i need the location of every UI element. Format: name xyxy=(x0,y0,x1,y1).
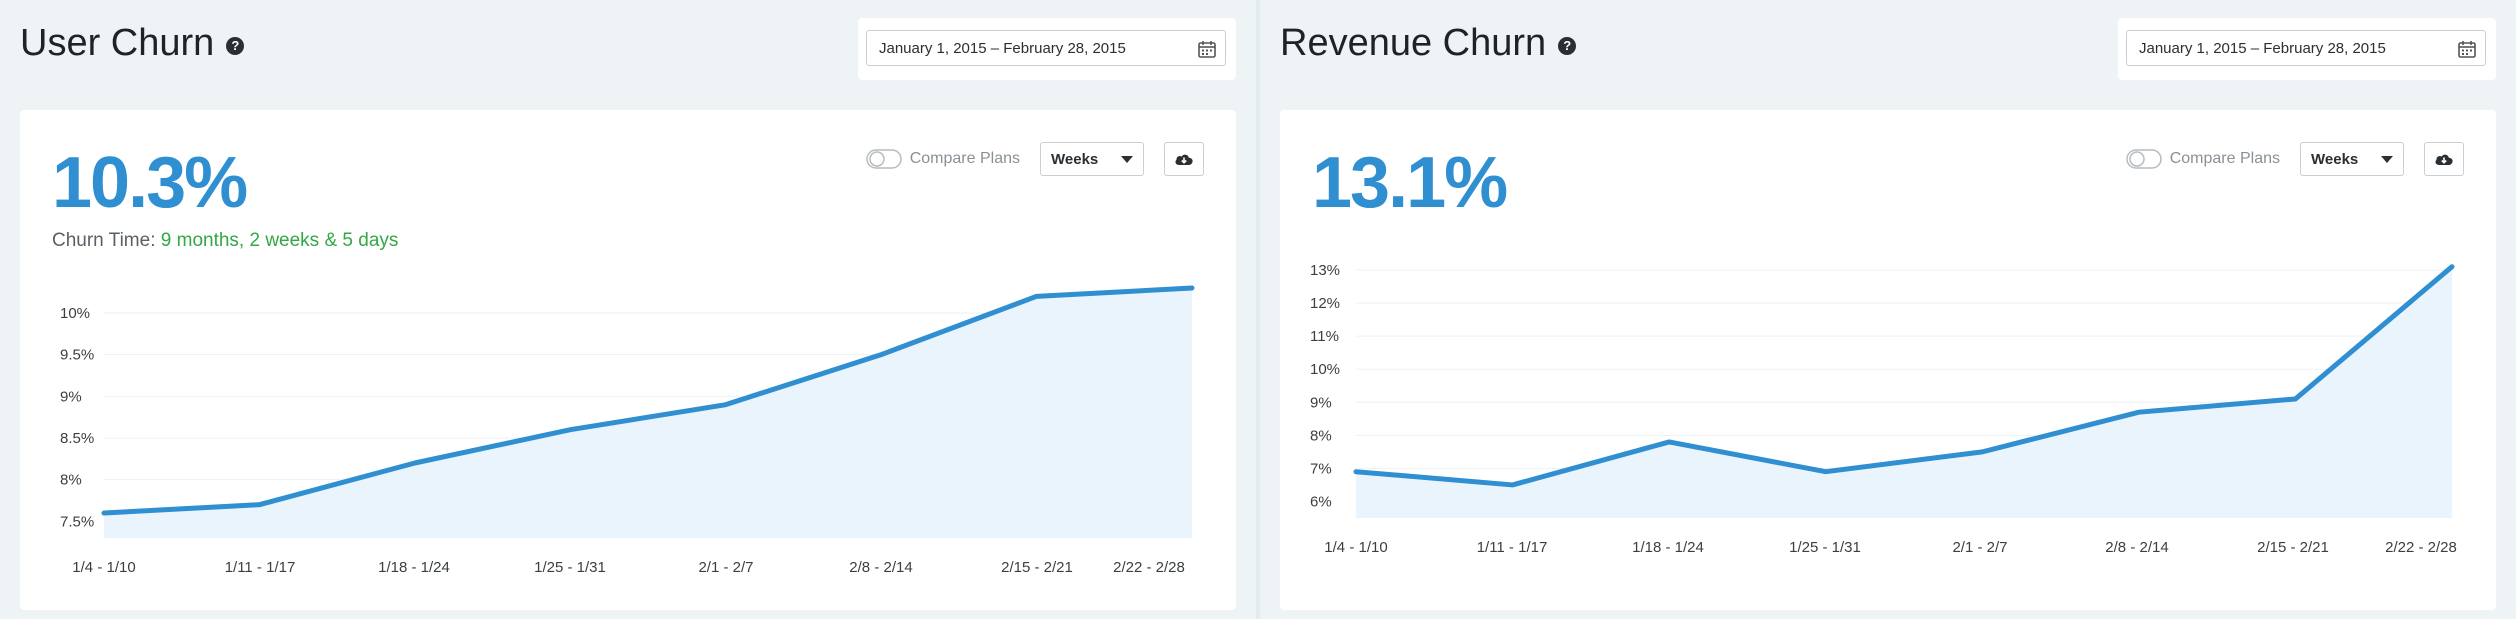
user-churn-value: 10.3% xyxy=(52,143,248,223)
rev-ytick-label: 8% xyxy=(1310,427,1332,444)
user-ytick-label: 8.5% xyxy=(60,430,94,447)
user-xtick-label: 2/1 - 2/7 xyxy=(698,559,753,576)
column-divider xyxy=(1256,0,1260,619)
revenue-period-select[interactable]: Weeks xyxy=(2300,142,2404,176)
revenue-churn-chart: 6% 7% 8% 9% 10% 11% 12% 13% 1/4 - 1/10 1/11 - 1/1… xyxy=(1310,262,2457,556)
churn-time-label: Churn Time: xyxy=(52,230,156,251)
user-ytick-label: 10% xyxy=(60,305,90,322)
user-xtick-label: 2/8 - 2/14 xyxy=(849,559,912,576)
rev-data-point xyxy=(1666,439,1672,445)
user-chart-controls: Compare Plans Weeks xyxy=(865,142,1204,176)
user-churn-card: 7.5% 8% 8.5% 9% 9.5% 10% 1/4 - 1/10 1/11 - 1/17… xyxy=(20,110,1236,610)
help-circle-icon[interactable]: ? xyxy=(226,36,245,55)
revenue-download-button[interactable] xyxy=(2424,142,2464,176)
chevron-down-icon xyxy=(1121,155,1133,163)
rev-series-line xyxy=(1353,264,2455,488)
user-xtick-label: 2/22 - 2/28 xyxy=(1113,559,1185,576)
cloud-download-icon xyxy=(1175,154,1193,165)
user-churn-section: User Churn ? January 1, 2015 – February … xyxy=(0,0,1256,619)
user-compare-plans-label: Compare Plans xyxy=(909,150,1020,167)
calendar-icon[interactable] xyxy=(1197,39,1217,59)
user-ytick-label: 8% xyxy=(60,472,82,489)
rev-data-point xyxy=(2136,409,2142,415)
rev-ytick-label: 11% xyxy=(1310,328,1339,345)
rev-ytick-label: 9% xyxy=(1310,394,1332,411)
revenue-date-range-box: January 1, 2015 – February 28, 2015 xyxy=(2118,18,2496,80)
rev-ytick-label: 12% xyxy=(1310,295,1340,312)
rev-data-point xyxy=(2292,396,2298,402)
user-period-select-value: Weeks xyxy=(1051,150,1099,168)
user-data-point xyxy=(412,460,418,466)
rev-data-point xyxy=(1510,482,1516,488)
user-data-point xyxy=(567,427,573,433)
user-compare-plans-toggle[interactable]: Compare Plans xyxy=(865,149,1020,169)
revenue-churn-value: 13.1% xyxy=(1312,143,1508,223)
help-circle-icon[interactable]: ? xyxy=(1558,36,1577,55)
user-data-point xyxy=(101,510,107,516)
toggle-icon[interactable] xyxy=(2125,149,2162,169)
toggle-icon[interactable] xyxy=(865,149,902,169)
revenue-date-range-input[interactable]: January 1, 2015 – February 28, 2015 xyxy=(2126,30,2486,66)
rev-data-point xyxy=(1823,469,1829,475)
user-ytick-label: 9% xyxy=(60,388,82,405)
user-xtick-label: 1/18 - 1/24 xyxy=(378,559,450,576)
rev-xtick-label: 1/25 - 1/31 xyxy=(1789,539,1861,556)
revenue-churn-card: 6% 7% 8% 9% 10% 11% 12% 13% 1/4 - 1/10 1/11 - 1/1… xyxy=(1280,110,2496,610)
rev-xtick-label: 1/4 - 1/10 xyxy=(1324,539,1387,556)
user-churn-chart: 7.5% 8% 8.5% 9% 9.5% 10% 1/4 - 1/10 1/11 - 1/17… xyxy=(60,285,1195,576)
user-ytick-label: 7.5% xyxy=(60,513,94,530)
calendar-icon[interactable] xyxy=(2457,39,2477,59)
rev-ytick-label: 13% xyxy=(1310,262,1340,279)
user-download-button[interactable] xyxy=(1164,142,1204,176)
rev-ytick-label: 10% xyxy=(1310,361,1340,378)
user-ytick-label: 9.5% xyxy=(60,347,94,364)
user-churn-heading: User Churn ? xyxy=(20,22,245,65)
user-date-range-box: January 1, 2015 – February 28, 2015 xyxy=(858,18,1236,80)
revenue-churn-section: Revenue Churn ? January 1, 2015 – Februa… xyxy=(1260,0,2516,619)
churn-time: Churn Time: 9 months, 2 weeks & 5 days xyxy=(52,230,398,252)
user-period-select[interactable]: Weeks xyxy=(1040,142,1144,176)
rev-xtick-label: 2/8 - 2/14 xyxy=(2105,539,2168,556)
revenue-period-select-value: Weeks xyxy=(2311,150,2359,168)
user-data-point xyxy=(1189,285,1195,291)
user-xtick-label: 2/15 - 2/21 xyxy=(1001,559,1073,576)
chevron-down-icon xyxy=(2381,155,2393,163)
user-series-line xyxy=(101,285,1195,516)
rev-ytick-label: 6% xyxy=(1310,493,1332,510)
rev-xtick-label: 1/11 - 1/17 xyxy=(1477,539,1548,556)
rev-ytick-label: 7% xyxy=(1310,460,1332,477)
revenue-compare-plans-label: Compare Plans xyxy=(2169,150,2280,167)
user-xtick-label: 1/4 - 1/10 xyxy=(72,559,135,576)
user-churn-title: User Churn xyxy=(20,22,215,64)
rev-xtick-label: 2/1 - 2/7 xyxy=(1952,539,2007,556)
rev-xtick-label: 2/15 - 2/21 xyxy=(2257,539,2329,556)
user-data-point xyxy=(723,402,729,408)
user-date-range-input[interactable]: January 1, 2015 – February 28, 2015 xyxy=(866,30,1226,66)
revenue-churn-heading: Revenue Churn ? xyxy=(1280,22,1577,65)
revenue-chart-controls: Compare Plans Weeks xyxy=(2125,142,2464,176)
rev-data-point xyxy=(1353,469,1359,475)
user-data-point xyxy=(878,352,884,358)
revenue-compare-plans-toggle[interactable]: Compare Plans xyxy=(2125,149,2280,169)
user-date-range-text: January 1, 2015 – February 28, 2015 xyxy=(879,39,1126,57)
user-xtick-label: 1/11 - 1/17 xyxy=(225,559,296,576)
rev-xtick-label: 2/22 - 2/28 xyxy=(2385,539,2457,556)
rev-xtick-label: 1/18 - 1/24 xyxy=(1632,539,1704,556)
revenue-churn-title: Revenue Churn xyxy=(1280,22,1547,64)
rev-data-point xyxy=(2449,264,2455,270)
revenue-date-range-text: January 1, 2015 – February 28, 2015 xyxy=(2139,39,2386,57)
churn-time-value: 9 months, 2 weeks & 5 days xyxy=(160,230,399,251)
user-data-point xyxy=(1034,293,1040,299)
user-data-point xyxy=(256,502,262,508)
rev-data-point xyxy=(1979,449,1985,455)
cloud-download-icon xyxy=(2435,154,2453,165)
user-xtick-label: 1/25 - 1/31 xyxy=(534,559,606,576)
